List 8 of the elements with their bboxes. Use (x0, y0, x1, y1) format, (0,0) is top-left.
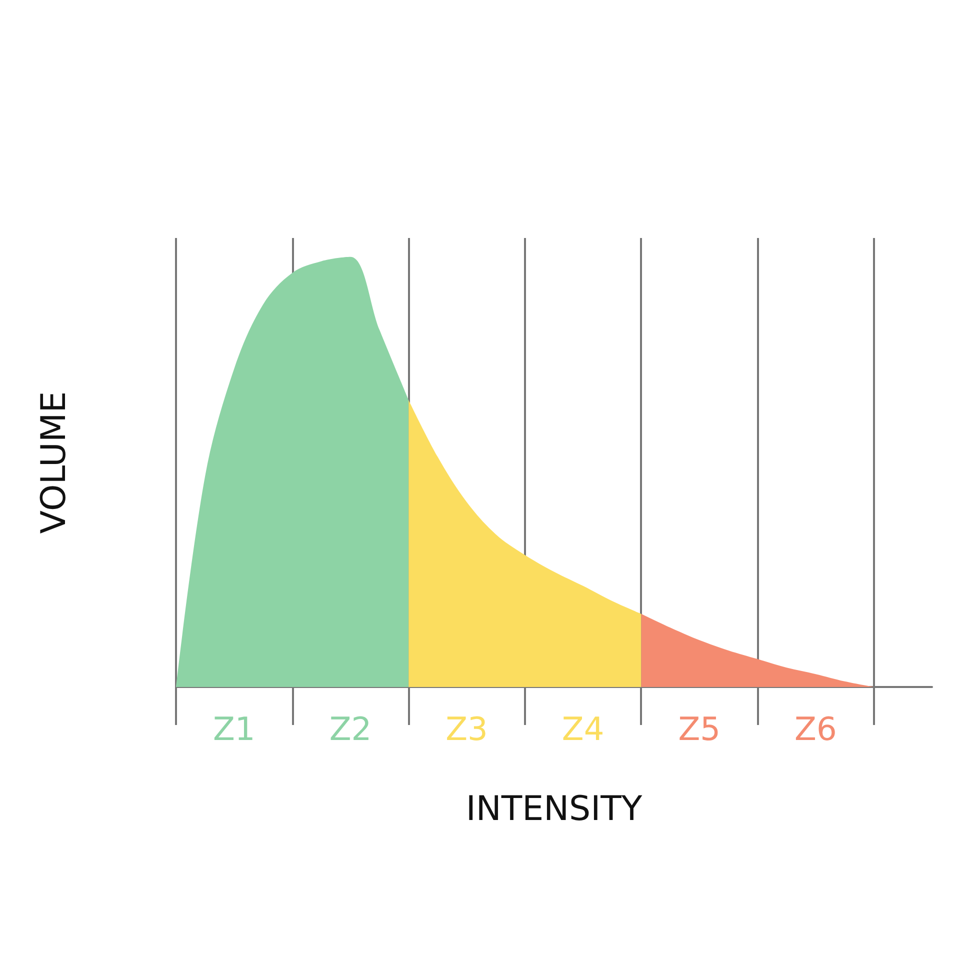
x-tick-label: Z1 (213, 710, 256, 748)
x-axis-title: INTENSITY (466, 789, 642, 829)
x-tick-label: Z2 (329, 710, 372, 748)
x-tick-label: Z5 (678, 710, 721, 748)
y-axis-title: VOLUME (34, 391, 74, 534)
x-tick-label: Z6 (794, 710, 837, 748)
x-tick-label: Z3 (446, 710, 488, 748)
x-tick-label: Z4 (562, 710, 604, 748)
